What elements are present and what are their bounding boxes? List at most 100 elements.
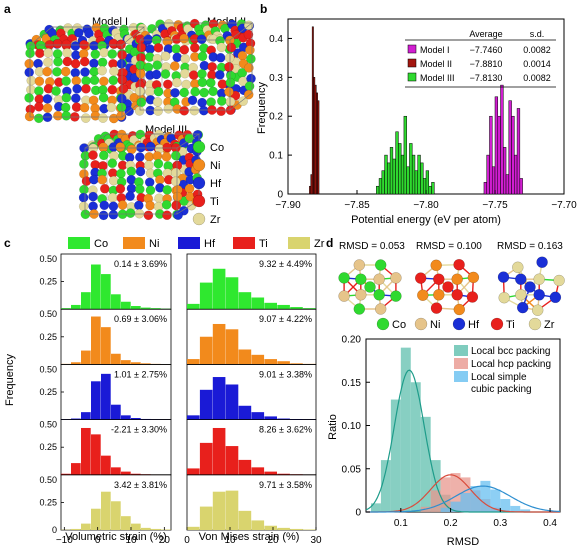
atom — [43, 48, 54, 58]
atom — [60, 102, 71, 113]
legend-label-zr: Zr — [210, 214, 221, 226]
atom — [153, 106, 163, 116]
bar-zr — [187, 526, 200, 530]
cluster-atom — [498, 291, 510, 304]
bar-ti — [187, 468, 200, 475]
cluster-atom — [512, 261, 524, 274]
atom — [42, 103, 53, 113]
atom — [134, 184, 145, 195]
bar-model-i — [514, 154, 518, 195]
panel-d: RMSD = 0.053 RMSD = 0.100 RMSD = 0.163 C… — [327, 241, 565, 548]
y-tick-label: 0.05 — [342, 464, 362, 475]
atom — [162, 210, 172, 220]
bar-model-iii — [420, 162, 424, 195]
panel-d-x-axis-label: RMSD — [447, 536, 479, 548]
bar-local-hcp-packing — [440, 477, 451, 512]
legend-label: cubic packing — [471, 384, 532, 395]
x-tick-label: −10 — [56, 535, 73, 546]
atom — [180, 68, 190, 79]
x-tick-label: 0.2 — [444, 518, 458, 529]
cluster-atom — [553, 274, 565, 287]
legend-label-hf: Hf — [468, 319, 480, 331]
atom — [133, 200, 144, 211]
bar-co — [151, 308, 161, 310]
bar-co — [238, 292, 252, 310]
y-tick-label: 0.1 — [269, 151, 283, 162]
atom — [238, 96, 248, 106]
legend-label: Local bcc packing — [471, 346, 551, 357]
atom — [135, 69, 146, 79]
atom — [171, 200, 181, 211]
panel-b-table: Average s.d. Model I −7.7460 0.0082 Model II −… — [405, 29, 556, 88]
atom — [61, 76, 71, 86]
bar-hf — [71, 418, 81, 420]
legend-atom-hf-icon — [192, 176, 206, 190]
cluster-atom — [533, 273, 545, 285]
bar-model-iii — [376, 185, 380, 195]
annotation-ni: 9.07 ± 4.22% — [259, 314, 312, 324]
bar-zr — [264, 525, 277, 530]
bar-hf — [131, 418, 141, 420]
bar-zr — [199, 506, 213, 530]
atom — [52, 67, 62, 77]
atom — [143, 210, 154, 221]
bar-hf — [187, 415, 200, 420]
atom — [172, 77, 182, 88]
y-tick-label: 0.50 — [39, 364, 57, 374]
model-ii-cube — [134, 18, 256, 116]
atom — [170, 150, 181, 161]
y-tick-label: 0.20 — [342, 335, 362, 346]
atom — [26, 75, 37, 86]
atom — [143, 62, 154, 73]
bar-model-iii — [414, 170, 418, 195]
atom — [246, 54, 256, 64]
bar-model-iii — [392, 158, 396, 195]
panel-c-legend: Co Ni Hf Ti Zr — [68, 237, 325, 250]
y-tick-label: 0.3 — [269, 73, 283, 84]
atom — [24, 67, 35, 78]
x-tick-label: 0.1 — [394, 518, 408, 529]
panel-b-y-axis-label: Frequency — [256, 82, 268, 134]
bar-model-iii — [400, 154, 405, 195]
x-tick-label: 10 — [125, 535, 137, 546]
cluster-atom — [355, 289, 367, 301]
atom — [88, 150, 98, 160]
atom — [53, 110, 63, 121]
y-tick-label: 0 — [277, 190, 283, 201]
annotation-ti: -2.21 ± 3.30% — [111, 425, 167, 435]
bar-model-iii — [431, 182, 435, 195]
panel-b-x-axis-label: Potential energy (eV per atom) — [351, 214, 501, 226]
atom — [71, 93, 81, 103]
table-row-label: Model II — [420, 59, 452, 69]
cluster-atom — [338, 290, 350, 302]
atom — [61, 111, 72, 121]
cluster-atom — [497, 271, 510, 283]
table-header-average: Average — [469, 29, 502, 39]
fit-curve-local-hcp-packing — [366, 474, 560, 513]
panel-c-x-axis-label-left: Volumetric strain (%) — [65, 531, 166, 543]
legend-swatch — [454, 345, 468, 356]
bar-hf — [277, 418, 290, 420]
bar-co — [251, 297, 265, 310]
bar-co — [303, 308, 316, 310]
atom — [79, 56, 90, 67]
atom — [143, 160, 154, 171]
panel-label-b: b — [260, 2, 267, 16]
bar-local-bcc-packing — [410, 382, 421, 512]
y-tick-label: 0.4 — [269, 34, 283, 45]
y-tick-label: 0.25 — [39, 497, 57, 507]
legend-label-co: Co — [392, 319, 406, 331]
atom — [208, 86, 218, 97]
bar-zr — [238, 510, 252, 530]
bar-local-simple-cubic-packing — [460, 492, 471, 512]
atom — [216, 96, 227, 106]
bar-co — [225, 277, 239, 310]
bar-model-iii — [398, 143, 402, 195]
bar-ti — [71, 463, 81, 475]
bar-model-iii — [384, 154, 388, 195]
table-row-label: Model III — [420, 73, 455, 83]
atom — [70, 58, 81, 69]
bar-ni — [81, 350, 91, 365]
bar-model-i — [483, 182, 487, 195]
atom — [116, 102, 127, 113]
